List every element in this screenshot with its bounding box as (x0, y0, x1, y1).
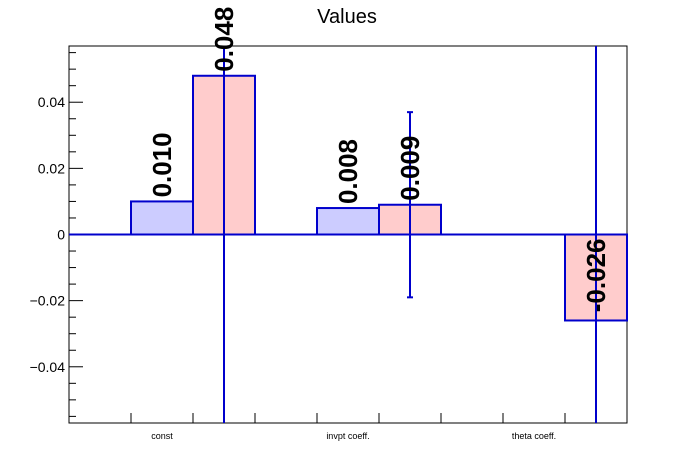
x-tick-label: const (151, 431, 173, 441)
data-labels: 0.010 0.008 0.048 0.009 -0.026 (147, 7, 611, 313)
y-tick-label: 0.02 (38, 160, 65, 176)
data-label: 0.009 (395, 136, 425, 201)
bar (130, 200, 194, 236)
bar (316, 207, 380, 236)
y-tick-label: −0.02 (30, 293, 66, 309)
data-label: 0.008 (333, 139, 363, 204)
y-tick-label: 0 (57, 227, 65, 243)
data-label: 0.010 (147, 132, 177, 197)
error-bars (223, 46, 597, 423)
x-tick-label: invpt coeff. (326, 431, 369, 441)
y-tick-label: 0.04 (38, 94, 65, 110)
data-label: -0.026 (581, 239, 611, 313)
x-axis: const invpt coeff. theta coeff. (68, 413, 628, 441)
data-label: 0.048 (209, 7, 239, 72)
chart-title: Values (317, 6, 377, 28)
x-tick-label: theta coeff. (512, 431, 556, 441)
y-tick-label: −0.04 (30, 359, 66, 375)
